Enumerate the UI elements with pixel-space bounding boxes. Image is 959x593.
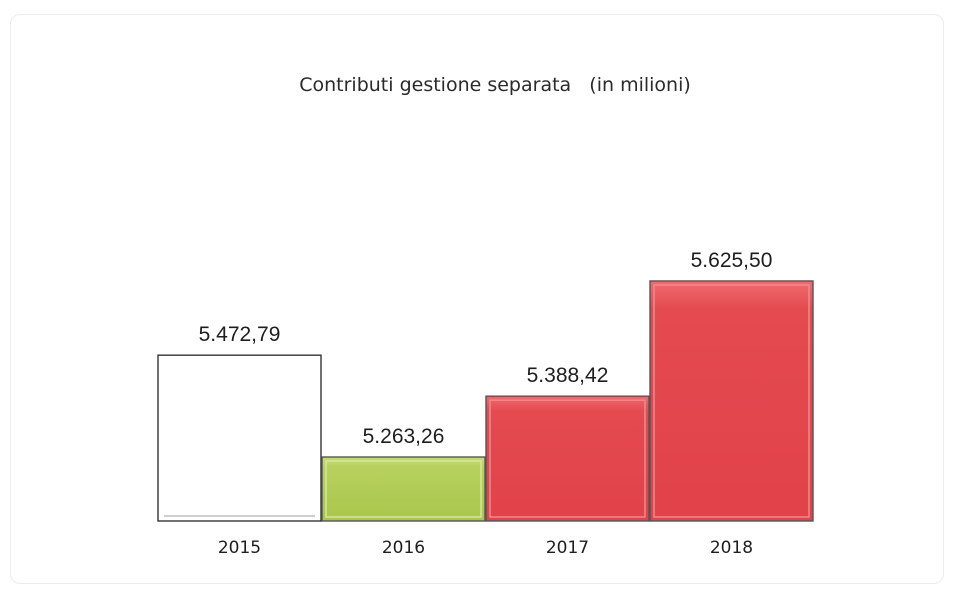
category-label-2015: 2015 (218, 538, 261, 558)
bar-2015 (157, 354, 322, 522)
category-label-2017: 2017 (546, 538, 589, 558)
bar-2016 (321, 456, 486, 522)
value-label-2017: 5.388,42 (527, 364, 609, 387)
value-label-2015: 5.472,79 (199, 323, 281, 346)
bar-bevel-2018 (653, 284, 810, 518)
bar-bevel-2016 (325, 460, 482, 518)
bar-2017 (485, 395, 650, 522)
category-label-2016: 2016 (382, 538, 425, 558)
category-label-2018: 2018 (710, 538, 753, 558)
bar-bevel-2017 (489, 399, 646, 518)
bar-2018 (649, 280, 814, 522)
plot-area: 5.472,79 2015 5.263,26 2016 5.388,42 2017 5.62… (157, 249, 814, 558)
chart-title: Contributi gestione separata (in milioni… (299, 74, 691, 96)
value-label-2016: 5.263,26 (363, 425, 445, 448)
value-label-2018: 5.625,50 (691, 249, 773, 272)
